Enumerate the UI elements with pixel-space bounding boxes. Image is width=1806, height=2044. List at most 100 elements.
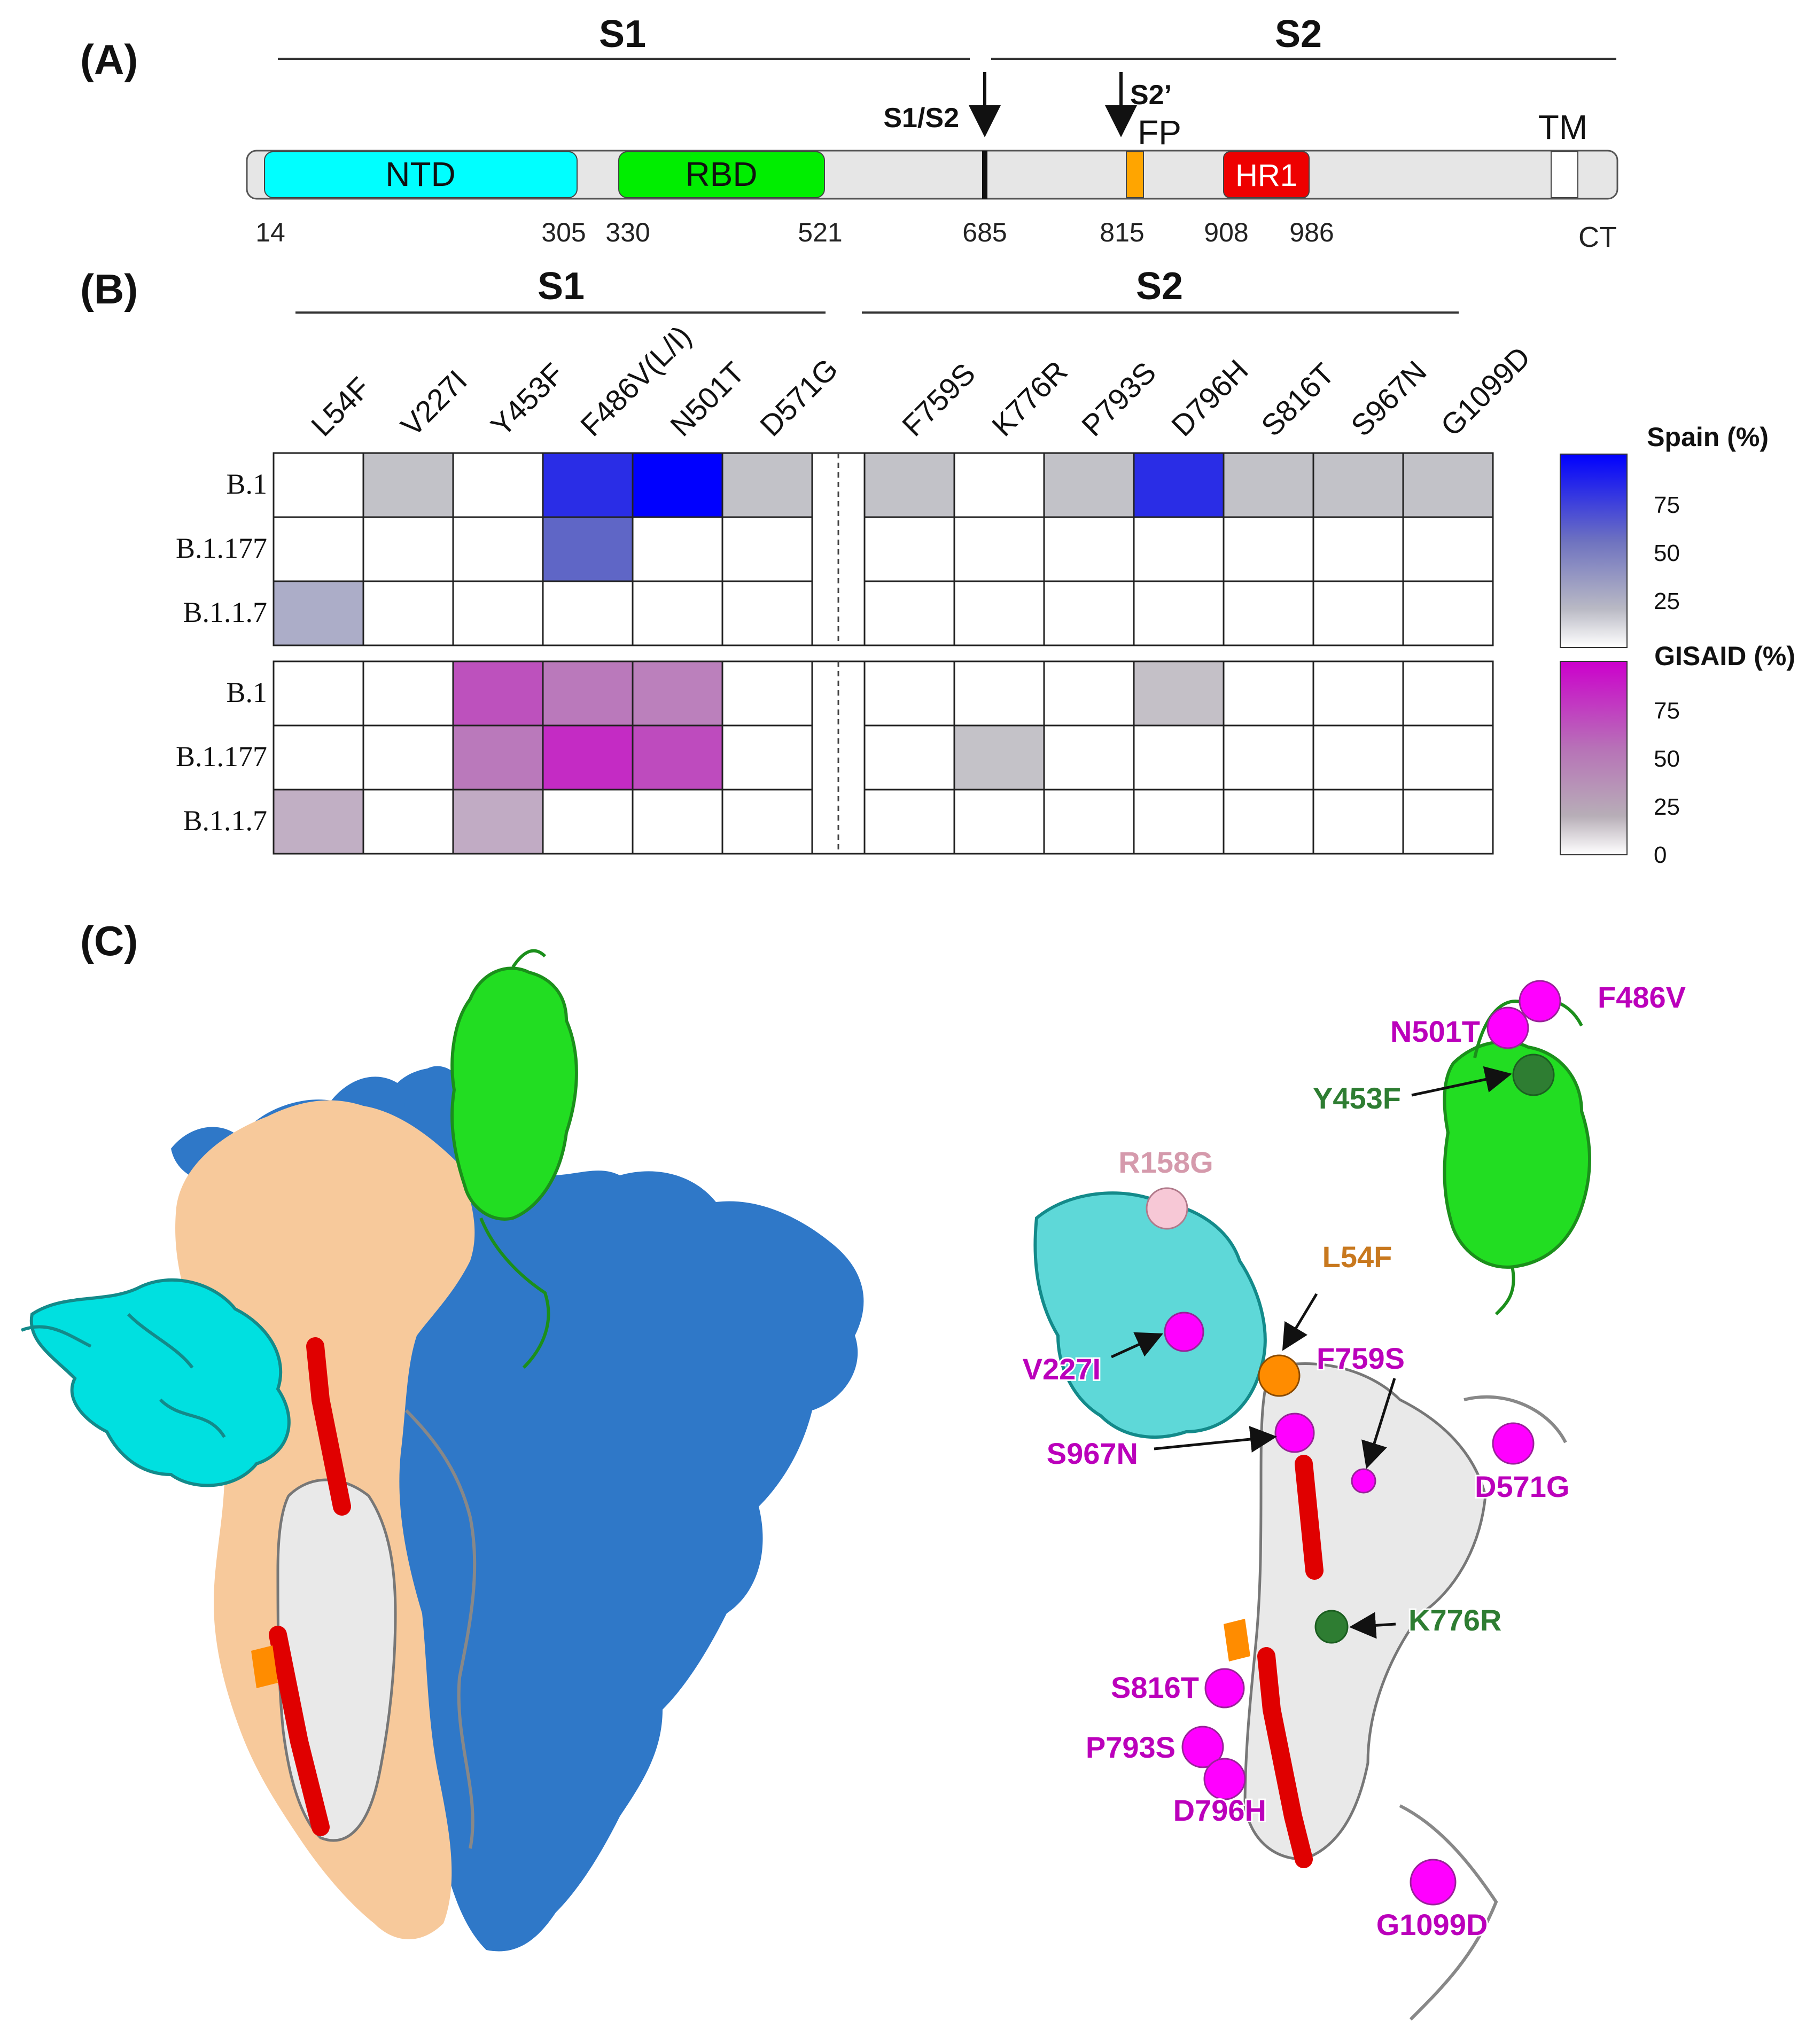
mutation-sphere-l54f <box>1258 1354 1301 1397</box>
heatmap-gisaid-grid <box>273 660 1494 855</box>
rbd-domain <box>618 151 825 198</box>
spike-trimer-structure <box>20 949 864 1952</box>
arrow-y453f <box>1411 1066 1512 1097</box>
heatmap-cell-gisaid-b-1-1-7-v227i <box>362 789 454 855</box>
heatmap-cell-gisaid-b-1-l54f <box>273 660 364 727</box>
colorbar-gisaid-tick-75: 75 <box>1654 698 1680 724</box>
colorbar-gisaid-tick-0: 0 <box>1654 842 1667 868</box>
fp-label: FP <box>1138 113 1181 152</box>
mutation-label-l54f: L54F <box>1322 1240 1392 1274</box>
heatmap-cell-spain-b-1-d796h <box>1133 452 1225 518</box>
heatmap-cell-gisaid-b-1-1-7-d571g <box>721 789 813 855</box>
mutation-sphere-r158g <box>1146 1187 1188 1230</box>
mutation-sphere-f759s <box>1351 1468 1376 1494</box>
mutation-sphere-s967n <box>1274 1413 1315 1453</box>
ntd-domain <box>264 151 578 198</box>
heatmap-cell-spain-b-1-f759s <box>863 452 955 518</box>
heatmap-cell-gisaid-b-1-1-7-d796h <box>1133 789 1225 855</box>
heatmap-cell-gisaid-b-1-d571g <box>721 660 813 727</box>
heatmap-cell-gisaid-b-1-d796h <box>1133 660 1225 727</box>
heatmap-cell-spain-b-1-v227i <box>362 452 454 518</box>
colorbar-spain-tick-25: 25 <box>1654 588 1680 614</box>
mutation-spheres <box>1110 980 1561 1906</box>
heatmap-row-labels: B.1 B.1.177 B.1.1.7 B.1 B.1.177 B.1.1.7 <box>176 468 267 837</box>
column-label-d571g: D571G <box>753 352 844 442</box>
column-label-l54f: L54F <box>305 371 377 443</box>
heatmap-cell-spain-b-1-1-7-d796h <box>1133 580 1225 646</box>
heatmap-cell-spain-b-1-y453f <box>452 452 544 518</box>
heatmap-cell-spain-b-1-177-n501t <box>632 516 723 582</box>
heatmap-cell-spain-b-1-177-k776r <box>953 516 1045 582</box>
heatmap-cell-gisaid-b-1-177-y453f <box>452 724 544 791</box>
heatmap-cell-spain-b-1-1-7-d571g <box>721 580 813 646</box>
colorbar-gisaid-tick-50: 50 <box>1654 746 1680 772</box>
heatmap-cell-spain-b-1-177-y453f <box>452 516 544 582</box>
row-label-spain-b-1-177: B.1.177 <box>176 532 267 564</box>
tm-label: TM <box>1538 108 1587 146</box>
colorbar-spain-tick-75: 75 <box>1654 492 1680 518</box>
mutation-sphere-y453f <box>1512 1054 1555 1096</box>
position-521: 521 <box>798 217 842 247</box>
mutation-label-n501t: N501T <box>1390 1015 1480 1048</box>
heatmap-cell-gisaid-b-1-1-7-l54f <box>273 789 364 855</box>
panel-label-a: (A) <box>80 36 138 83</box>
column-label-p793s: P793S <box>1075 355 1162 442</box>
rbd-label: RBD <box>685 155 757 193</box>
fp-cartoon <box>251 1645 278 1688</box>
heatmap-cell-gisaid-b-1-s967n <box>1312 660 1404 727</box>
grey-loop-cartoon <box>404 1409 477 1849</box>
position-986: 986 <box>1289 217 1334 247</box>
colorbar-spain-tick-50: 50 <box>1654 540 1680 566</box>
heatmap-cell-spain-b-1-1-7-s816t <box>1223 580 1314 646</box>
heatmap-cell-spain-b-1-g1099d <box>1402 452 1494 518</box>
rbd-cartoon <box>450 966 578 1221</box>
column-label-s967n: S967N <box>1344 354 1433 443</box>
heatmap-cell-gisaid-b-1-1-7-k776r <box>953 789 1045 855</box>
colorbar-spain-title: Spain (%) <box>1647 422 1769 452</box>
heatmap-cell-spain-b-1-177-g1099d <box>1402 516 1494 582</box>
heatmap-cell-gisaid-b-1-f486v-l-i- <box>542 660 634 727</box>
colorbar-gisaid-title: GISAID (%) <box>1654 641 1795 671</box>
heatmap-cell-spain-b-1-1-7-n501t <box>632 580 723 646</box>
heatmap-cell-gisaid-b-1-g1099d <box>1402 660 1494 727</box>
colorbar-gisaid-tick-25: 25 <box>1654 794 1680 820</box>
colorbar-gisaid <box>1560 661 1628 855</box>
cleavage-label-s2prime: S2’ <box>1130 80 1172 111</box>
mutation-sphere-d571g <box>1492 1422 1535 1465</box>
row-label-gisaid-b-1-1-7: B.1.1.7 <box>183 805 267 837</box>
segment-label-s2: S2 <box>1275 13 1322 56</box>
colorbar-spain <box>1560 454 1628 648</box>
heatmap-cell-gisaid-b-1-177-s816t <box>1223 724 1314 791</box>
heatmap-cell-gisaid-b-1-177-p793s <box>1043 724 1135 791</box>
position-14: 14 <box>255 217 285 247</box>
column-label-g1099d: G1099D <box>1434 340 1537 442</box>
mutation-sphere-k776r <box>1314 1610 1349 1644</box>
heatmap-spain-grid <box>273 452 1494 646</box>
heatmap-cell-spain-b-1-n501t <box>632 452 723 518</box>
heatmap-cell-spain-b-1-1-7-f486v-l-i- <box>542 580 634 646</box>
heatmap-segment-s2: S2 <box>1136 265 1183 308</box>
heatmap-cell-spain-b-1-k776r <box>953 452 1045 518</box>
cleavage-label-s1s2: S1/S2 <box>883 103 959 134</box>
ntd-cartoon <box>29 1278 291 1487</box>
ntd-label: NTD <box>385 155 456 193</box>
mutation-label-y453f: Y453F <box>1313 1081 1401 1115</box>
mutation-label-s967n: S967N <box>1047 1437 1138 1470</box>
heatmap-cell-spain-b-1-177-f486v-l-i- <box>542 516 634 582</box>
position-815: 815 <box>1100 217 1144 247</box>
hr1-domain <box>1223 151 1310 198</box>
mutation-sphere-p793s <box>1181 1726 1224 1768</box>
column-label-k776r: K776R <box>985 354 1074 443</box>
heatmap-cell-spain-b-1-177-d571g <box>721 516 813 582</box>
column-label-f759s: F759S <box>896 356 982 442</box>
heatmap-cell-gisaid-b-1-1-7-s967n <box>1312 789 1404 855</box>
heatmap-cell-gisaid-b-1-1-7-s816t <box>1223 789 1314 855</box>
heatmap-cell-gisaid-b-1-177-d796h <box>1133 724 1225 791</box>
heatmap-cell-spain-b-1-177-d796h <box>1133 516 1225 582</box>
mutation-label-d796h: D796H <box>1173 1793 1266 1827</box>
heatmap-cell-gisaid-b-1-177-v227i <box>362 724 454 791</box>
heatmap-segment-s1: S1 <box>538 265 585 308</box>
column-label-d796h: D796H <box>1165 353 1255 443</box>
mutation-label-r158g: R158G <box>1118 1145 1213 1179</box>
rbd-protomer-cartoon <box>1443 1040 1591 1269</box>
